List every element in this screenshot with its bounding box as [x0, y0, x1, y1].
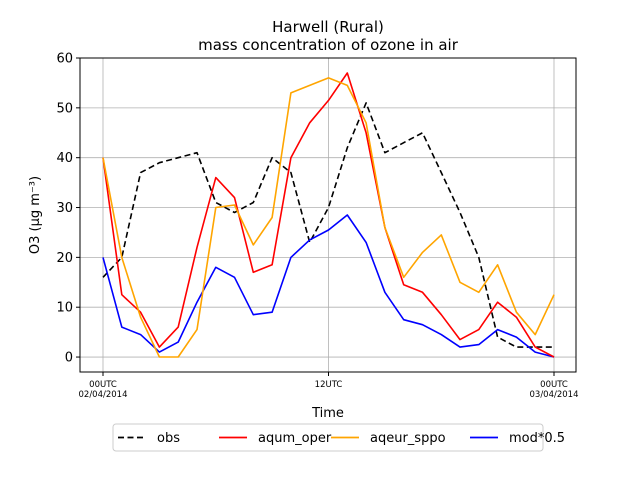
series-lines [102, 72, 555, 358]
legend: obs aqum_oper aqeur_sppo mod*0.5 [112, 423, 565, 452]
legend-label: obs [157, 431, 180, 446]
y-tick-label: 30 [56, 201, 73, 216]
y-tick-label: 50 [56, 101, 73, 116]
series-line-aqum-oper [102, 72, 555, 358]
series-line-aqeur-sppo [102, 77, 555, 358]
x-tick-label: 12UTC [315, 380, 343, 390]
series-line-mod-0-5 [102, 214, 555, 358]
legend-items: obs aqum_oper aqeur_sppo mod*0.5 [118, 431, 565, 446]
legend-label: aqeur_sppo [370, 431, 446, 446]
y-tick-label: 0 [65, 351, 73, 366]
x-axis-label: Time [311, 406, 344, 421]
series-line-obs [102, 102, 554, 348]
y-tick-label: 60 [56, 52, 73, 67]
y-tick-label: 40 [56, 151, 73, 166]
y-axis-label: O3 (μg m⁻³) [28, 176, 43, 254]
x-tick-date-label: 03/04/2014 [530, 390, 579, 400]
y-tick-label: 10 [56, 301, 73, 316]
legend-label: aqum_oper [258, 431, 332, 446]
legend-label: mod*0.5 [509, 431, 565, 446]
x-tick-label: 00UTC [89, 380, 117, 390]
x-tick-date-label: 02/04/2014 [79, 390, 128, 400]
y-axis-ticks: 0 10 20 30 40 50 60 [56, 52, 80, 366]
grid-lines [80, 57, 576, 372]
legend-box [112, 423, 544, 452]
x-tick-label: 00UTC [540, 380, 568, 390]
y-tick-label: 20 [56, 251, 73, 266]
plot-frame [79, 57, 577, 373]
chart-subtitle: mass concentration of ozone in air [198, 36, 459, 54]
chart-title: Harwell (Rural) [272, 18, 384, 36]
